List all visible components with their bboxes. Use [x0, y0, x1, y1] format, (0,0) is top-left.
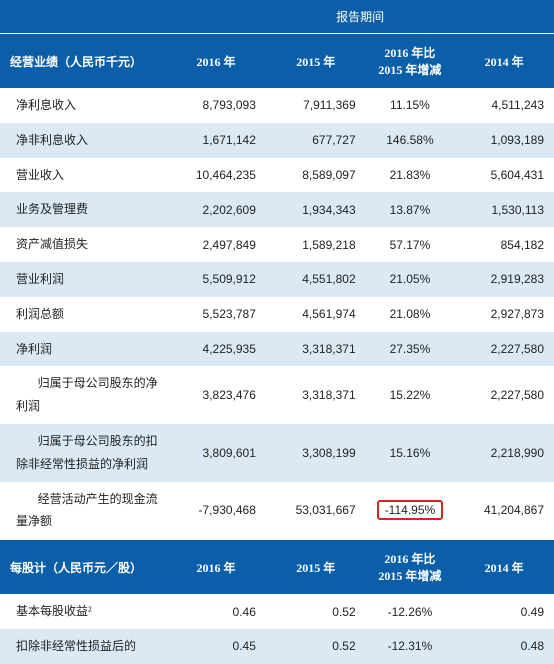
cell-value: 2,497,849	[166, 227, 266, 262]
cell-change: 13.87%	[366, 192, 455, 227]
cell-change: -12.26%	[366, 594, 455, 629]
cell-value: 41,204,867	[454, 482, 554, 540]
col-change: 2016 年比 2015 年增减	[366, 34, 455, 89]
cell-value: 2,202,609	[166, 192, 266, 227]
cell-change: 57.17%	[366, 227, 455, 262]
table-row: 利润总额5,523,7874,561,97421.08%2,927,873	[0, 297, 554, 332]
cell-value: 0.49	[454, 594, 554, 629]
cell-value: 1,671,142	[166, 123, 266, 158]
row-label: 净利息收入	[0, 88, 166, 123]
table-row: 营业收入10,464,2358,589,09721.83%5,604,431	[0, 158, 554, 193]
cell-value: 1,934,343	[266, 192, 366, 227]
cell-value: 0.45	[166, 629, 266, 664]
section1-title: 经营业绩（人民币千元）	[0, 34, 166, 89]
financial-table: 报告期间 经营业绩（人民币千元） 2016 年 2015 年 2016 年比 2…	[0, 0, 554, 664]
cell-value: 10,464,235	[166, 158, 266, 193]
cell-value: 4,225,935	[166, 332, 266, 367]
table-row: 经营活动产生的现金流量净额-7,930,46853,031,667 -114.95…	[0, 482, 554, 540]
cell-value: 854,182	[454, 227, 554, 262]
row-label: 业务及管理费	[0, 192, 166, 227]
cell-value: 5,604,431	[454, 158, 554, 193]
col-2016: 2016 年	[166, 34, 266, 89]
cell-value: 5,509,912	[166, 262, 266, 297]
row-label: 归属于母公司股东的净利润	[0, 366, 166, 424]
header-band: 报告期间	[0, 0, 554, 34]
row-label: 经营活动产生的现金流量净额	[0, 482, 166, 540]
cell-value: 2,927,873	[454, 297, 554, 332]
cell-value: 1,093,189	[454, 123, 554, 158]
row-label: 扣除非经常性损益后的	[0, 629, 166, 664]
cell-value: 3,308,199	[266, 424, 366, 482]
col-2014: 2014 年	[454, 34, 554, 89]
cell-value: 0.52	[266, 629, 366, 664]
cell-value: 4,561,974	[266, 297, 366, 332]
header-title: 报告期间	[166, 0, 554, 34]
cell-change: 21.05%	[366, 262, 455, 297]
cell-value: 3,823,476	[166, 366, 266, 424]
cell-change: 146.58%	[366, 123, 455, 158]
row-label: 净利润	[0, 332, 166, 367]
table-row: 净利润4,225,9353,318,37127.35%2,227,580	[0, 332, 554, 367]
section2-header: 每股计（人民币元／股） 2016 年 2015 年 2016 年比 2015 年…	[0, 540, 554, 595]
cell-change: 21.08%	[366, 297, 455, 332]
cell-value: 2,227,580	[454, 366, 554, 424]
cell-change: 15.16%	[366, 424, 455, 482]
cell-change: 21.83%	[366, 158, 455, 193]
cell-value: 4,551,802	[266, 262, 366, 297]
cell-change: 27.35%	[366, 332, 455, 367]
table-row: 业务及管理费2,202,6091,934,34313.87%1,530,113	[0, 192, 554, 227]
row-label: 净非利息收入	[0, 123, 166, 158]
cell-change: 11.15%	[366, 88, 455, 123]
cell-change: -12.31%	[366, 629, 455, 664]
cell-value: 7,911,369	[266, 88, 366, 123]
cell-value: 8,589,097	[266, 158, 366, 193]
cell-change: -114.95%	[366, 482, 455, 540]
table-row: 营业利润5,509,9124,551,80221.05%2,919,283	[0, 262, 554, 297]
cell-value: 677,727	[266, 123, 366, 158]
col-2015: 2015 年	[266, 34, 366, 89]
row-label: 归属于母公司股东的扣除非经常性损益的净利润	[0, 424, 166, 482]
cell-value: 8,793,093	[166, 88, 266, 123]
cell-value: -7,930,468	[166, 482, 266, 540]
table-row: 基本每股收益²0.460.52-12.26%0.49	[0, 594, 554, 629]
table-row: 归属于母公司股东的净利润3,823,4763,318,37115.22%2,22…	[0, 366, 554, 424]
table-row: 归属于母公司股东的扣除非经常性损益的净利润3,809,6013,308,1991…	[0, 424, 554, 482]
cell-change: 15.22%	[366, 366, 455, 424]
table-row: 净利息收入8,793,0937,911,36911.15%4,511,243	[0, 88, 554, 123]
row-label: 利润总额	[0, 297, 166, 332]
row-label: 营业收入	[0, 158, 166, 193]
cell-value: 3,318,371	[266, 366, 366, 424]
cell-value: 1,530,113	[454, 192, 554, 227]
highlight-box: -114.95%	[377, 500, 443, 520]
cell-value: 2,227,580	[454, 332, 554, 367]
table-row: 扣除非经常性损益后的0.450.52-12.31%0.48	[0, 629, 554, 664]
cell-value: 5,523,787	[166, 297, 266, 332]
cell-value: 3,809,601	[166, 424, 266, 482]
cell-value: 2,919,283	[454, 262, 554, 297]
cell-value: 1,589,218	[266, 227, 366, 262]
cell-value: 2,218,990	[454, 424, 554, 482]
table: 报告期间 经营业绩（人民币千元） 2016 年 2015 年 2016 年比 2…	[0, 0, 554, 664]
cell-value: 0.46	[166, 594, 266, 629]
table-row: 资产减值损失2,497,8491,589,21857.17%854,182	[0, 227, 554, 262]
row-label: 营业利润	[0, 262, 166, 297]
cell-value: 0.52	[266, 594, 366, 629]
cell-value: 4,511,243	[454, 88, 554, 123]
cell-value: 3,318,371	[266, 332, 366, 367]
cell-value: 53,031,667	[266, 482, 366, 540]
section1-header: 经营业绩（人民币千元） 2016 年 2015 年 2016 年比 2015 年…	[0, 34, 554, 89]
table-row: 净非利息收入1,671,142677,727146.58%1,093,189	[0, 123, 554, 158]
row-label: 资产减值损失	[0, 227, 166, 262]
section2-title: 每股计（人民币元／股）	[0, 540, 166, 595]
row-label: 基本每股收益²	[0, 594, 166, 629]
cell-value: 0.48	[454, 629, 554, 664]
